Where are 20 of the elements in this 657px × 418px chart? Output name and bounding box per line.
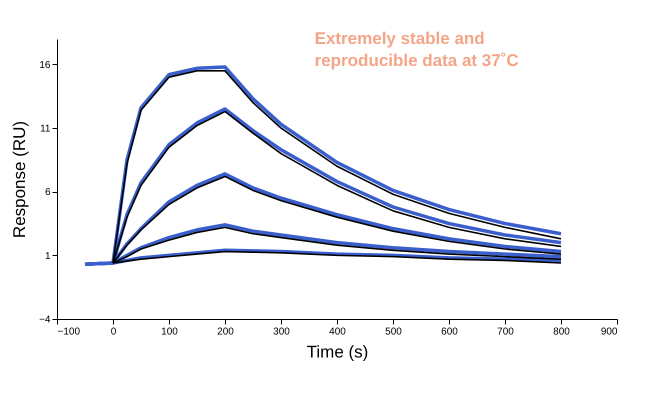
- y-tick-label: −4: [39, 314, 51, 326]
- x-tick-label: 200: [217, 326, 234, 338]
- x-tick-label: 800: [553, 326, 570, 338]
- y-tick-label: 1: [44, 250, 51, 262]
- y-tick-label: 16: [39, 60, 51, 71]
- x-tick-label: 300: [273, 326, 290, 338]
- y-tick-label: 6: [44, 187, 51, 198]
- x-tick-label: 100: [161, 326, 178, 338]
- annotation: reproducible data at 37˚C: [314, 51, 519, 70]
- y-tick-label: 11: [40, 124, 51, 135]
- x-tick-label: 0: [110, 326, 117, 338]
- x-tick-label: −100: [58, 326, 80, 338]
- x-tick-label: 700: [497, 326, 514, 338]
- x-tick-label: 600: [441, 326, 458, 338]
- x-tick-label: 400: [329, 326, 346, 338]
- x-tick-label: 900: [600, 326, 618, 338]
- annotation: Extremely stable and: [314, 29, 485, 48]
- y-axis-title: Response (RU): [10, 120, 30, 238]
- x-tick-label: 500: [385, 326, 402, 338]
- x-axis-title: Time (s): [306, 342, 368, 362]
